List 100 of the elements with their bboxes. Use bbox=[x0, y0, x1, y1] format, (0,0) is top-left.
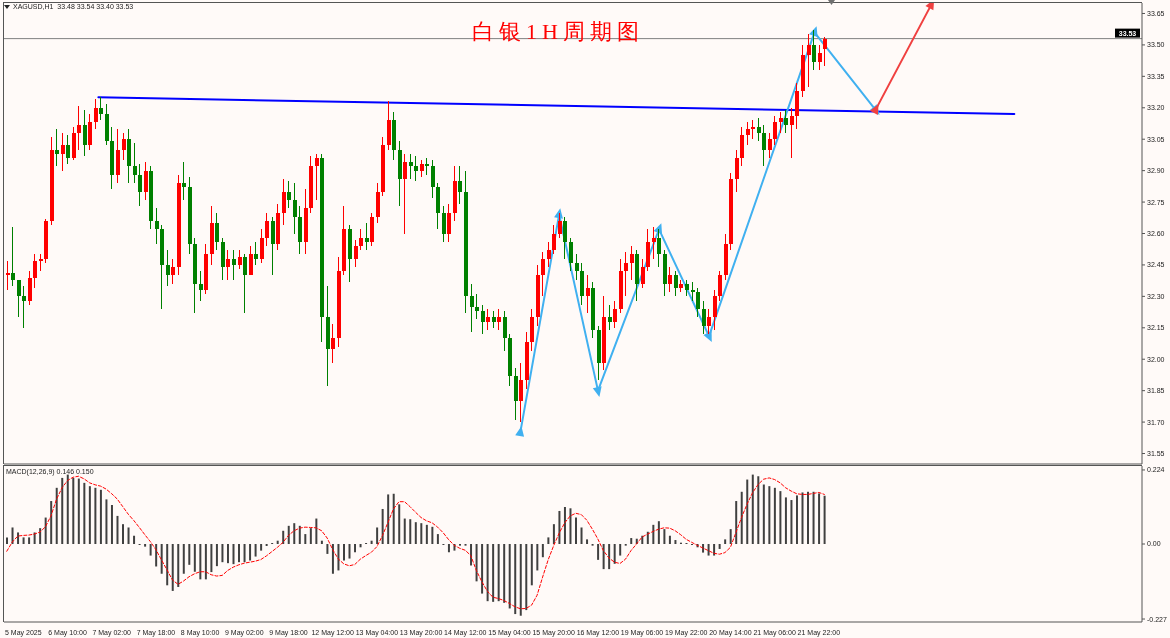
bar bbox=[238, 544, 241, 563]
candlestick bbox=[773, 115, 777, 147]
bar bbox=[795, 495, 798, 544]
candlestick bbox=[17, 279, 21, 318]
candlestick bbox=[575, 253, 579, 281]
candlestick bbox=[608, 304, 612, 331]
candlestick bbox=[331, 323, 335, 365]
candlestick bbox=[735, 149, 739, 193]
bar bbox=[807, 491, 810, 544]
candlestick bbox=[807, 33, 811, 88]
bar bbox=[287, 525, 290, 544]
candlestick bbox=[707, 308, 711, 335]
bar bbox=[420, 523, 423, 544]
candlestick bbox=[94, 98, 98, 130]
candlestick bbox=[282, 178, 286, 226]
bar bbox=[746, 479, 749, 544]
bar bbox=[105, 499, 108, 544]
candlestick bbox=[199, 270, 203, 302]
bar bbox=[447, 544, 450, 553]
bar bbox=[784, 497, 787, 544]
candlestick bbox=[586, 274, 590, 314]
bar bbox=[519, 544, 522, 616]
bar bbox=[613, 544, 616, 564]
bar bbox=[503, 544, 506, 603]
candlestick bbox=[133, 142, 137, 184]
bar bbox=[762, 484, 765, 544]
bar bbox=[193, 544, 196, 572]
candlestick bbox=[414, 155, 418, 182]
point bbox=[592, 386, 602, 398]
candlestick bbox=[287, 180, 291, 209]
candlestick bbox=[144, 161, 148, 201]
candlestick bbox=[155, 207, 159, 245]
bar bbox=[707, 544, 710, 556]
bar bbox=[823, 495, 826, 544]
bar bbox=[221, 544, 224, 563]
bar bbox=[619, 544, 622, 556]
bar bbox=[414, 522, 417, 544]
bar bbox=[425, 524, 428, 544]
bar bbox=[376, 527, 379, 544]
candlestick bbox=[746, 121, 750, 147]
bar bbox=[331, 544, 334, 574]
candlestick bbox=[22, 285, 26, 329]
candlestick bbox=[547, 241, 551, 268]
bar bbox=[55, 487, 58, 544]
bar bbox=[558, 510, 561, 544]
candlestick bbox=[431, 159, 435, 199]
candlestick bbox=[33, 253, 37, 289]
bar bbox=[779, 491, 782, 544]
candlestick bbox=[215, 211, 219, 251]
bar bbox=[381, 508, 384, 544]
candlestick bbox=[613, 299, 617, 329]
candlestick bbox=[182, 161, 186, 201]
bar bbox=[337, 544, 340, 571]
candlestick bbox=[403, 153, 407, 235]
candlestick bbox=[784, 109, 788, 134]
candlestick bbox=[481, 304, 485, 335]
candlestick bbox=[271, 216, 275, 277]
bar bbox=[552, 524, 555, 544]
candlestick bbox=[99, 96, 103, 121]
candlestick bbox=[238, 249, 242, 270]
bar bbox=[354, 544, 357, 553]
bar bbox=[160, 544, 163, 574]
candlestick bbox=[293, 182, 297, 235]
bar bbox=[751, 474, 754, 544]
bar bbox=[547, 537, 550, 544]
candlestick bbox=[166, 249, 170, 287]
bar bbox=[392, 493, 395, 544]
candlestick bbox=[541, 251, 545, 297]
candlestick bbox=[674, 270, 678, 297]
bar bbox=[293, 523, 296, 544]
candlestick bbox=[740, 126, 744, 168]
bar bbox=[757, 476, 760, 544]
candlestick bbox=[812, 29, 816, 71]
candlestick bbox=[77, 105, 81, 151]
candlestick bbox=[823, 35, 827, 67]
candlestick bbox=[11, 226, 15, 287]
bar bbox=[177, 544, 180, 587]
candlestick bbox=[28, 270, 32, 306]
bar bbox=[249, 544, 252, 561]
bar bbox=[729, 529, 732, 544]
bar bbox=[188, 544, 191, 565]
bar bbox=[215, 544, 218, 567]
candlestick bbox=[486, 308, 490, 331]
candlestick bbox=[447, 203, 451, 243]
candlestick bbox=[243, 253, 247, 314]
bar bbox=[166, 544, 169, 586]
bar bbox=[580, 527, 583, 544]
bar bbox=[387, 494, 390, 544]
candlestick bbox=[503, 310, 507, 352]
candlestick bbox=[668, 266, 672, 293]
bar bbox=[801, 492, 804, 544]
bar bbox=[28, 537, 31, 544]
bar bbox=[773, 487, 776, 544]
bar bbox=[575, 517, 577, 544]
bar bbox=[431, 526, 434, 544]
bar bbox=[718, 544, 721, 549]
bar bbox=[110, 505, 113, 544]
candlestick bbox=[365, 222, 369, 251]
bar bbox=[226, 544, 229, 564]
point bbox=[515, 426, 525, 437]
